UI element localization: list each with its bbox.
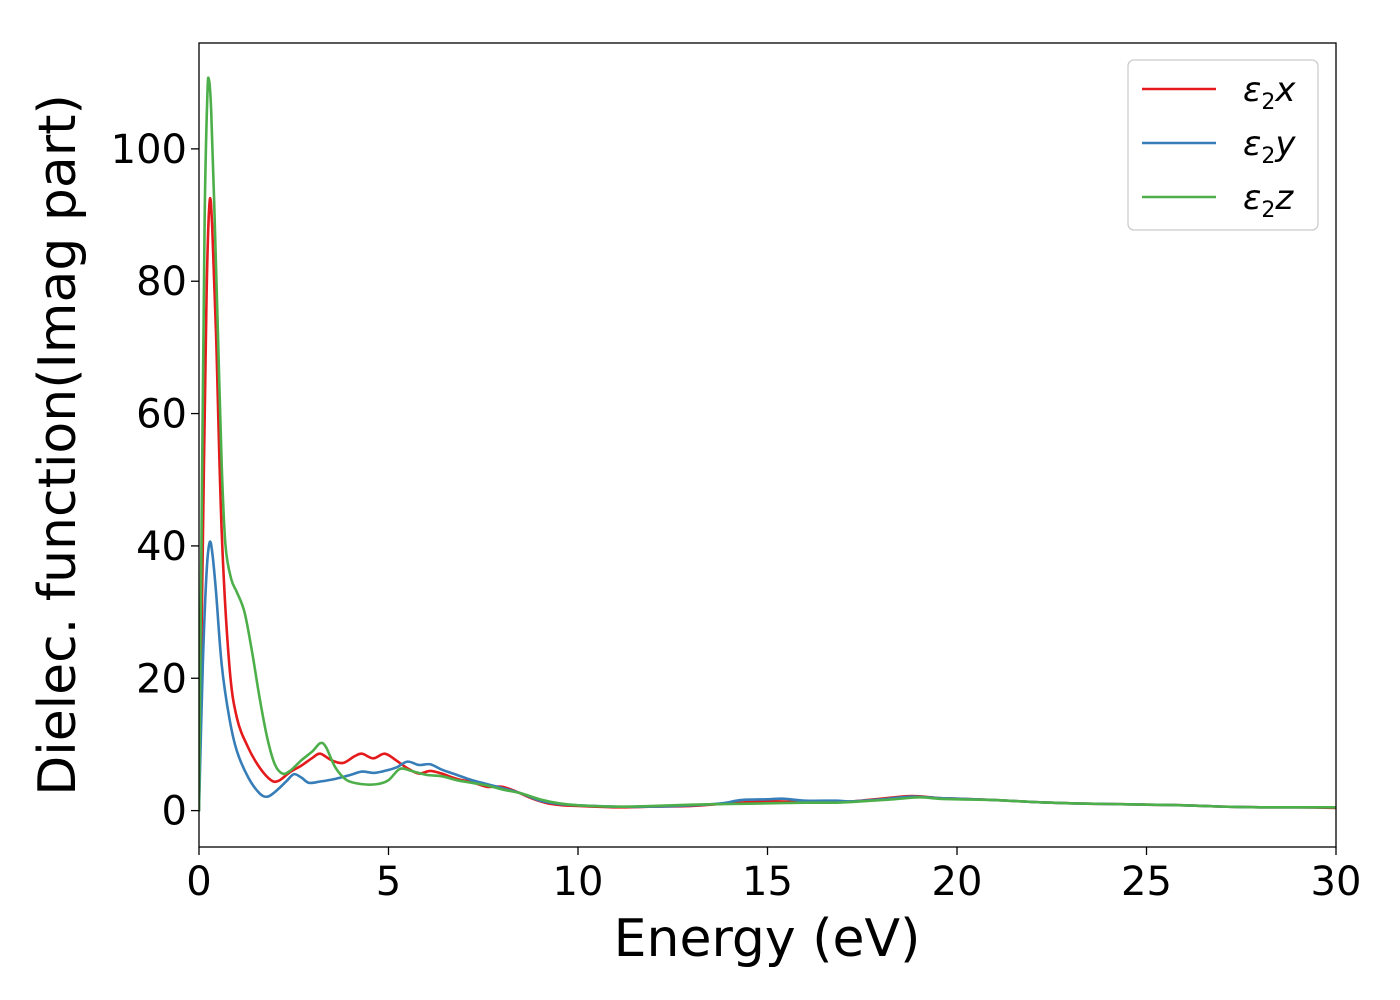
y-tick-label: 100 [111,127,187,173]
y-tick-label: 20 [136,656,187,702]
x-tick-label: 10 [553,859,604,905]
x-axis-label: Energy (eV) [614,909,921,969]
legend-label: ε2z [1243,178,1294,223]
y-tick-label: 0 [162,789,187,835]
series-line-3 [199,76,1336,812]
y-tick-label: 80 [136,259,187,305]
x-tick-label: 30 [1311,859,1362,905]
x-axis: 0 5 10 15 20 25 30 [186,847,1361,905]
legend-label: ε2x [1243,70,1296,115]
legend: ε2x ε2y ε2z [1127,59,1319,231]
x-tick-label: 15 [742,859,793,905]
x-tick-label: 25 [1121,859,1172,905]
y-tick-label: 40 [136,524,187,570]
legend-box [1127,59,1319,231]
x-tick-label: 5 [376,859,401,905]
y-axis-label: Dielec. function(Imag part) [28,94,88,796]
x-tick-label: 20 [932,859,983,905]
x-tick-label: 0 [186,859,211,905]
y-axis: 0 20 40 60 80 100 [111,127,199,835]
y-tick-label: 60 [136,392,187,438]
legend-label: ε2y [1243,124,1296,169]
series-layer [199,76,1336,812]
